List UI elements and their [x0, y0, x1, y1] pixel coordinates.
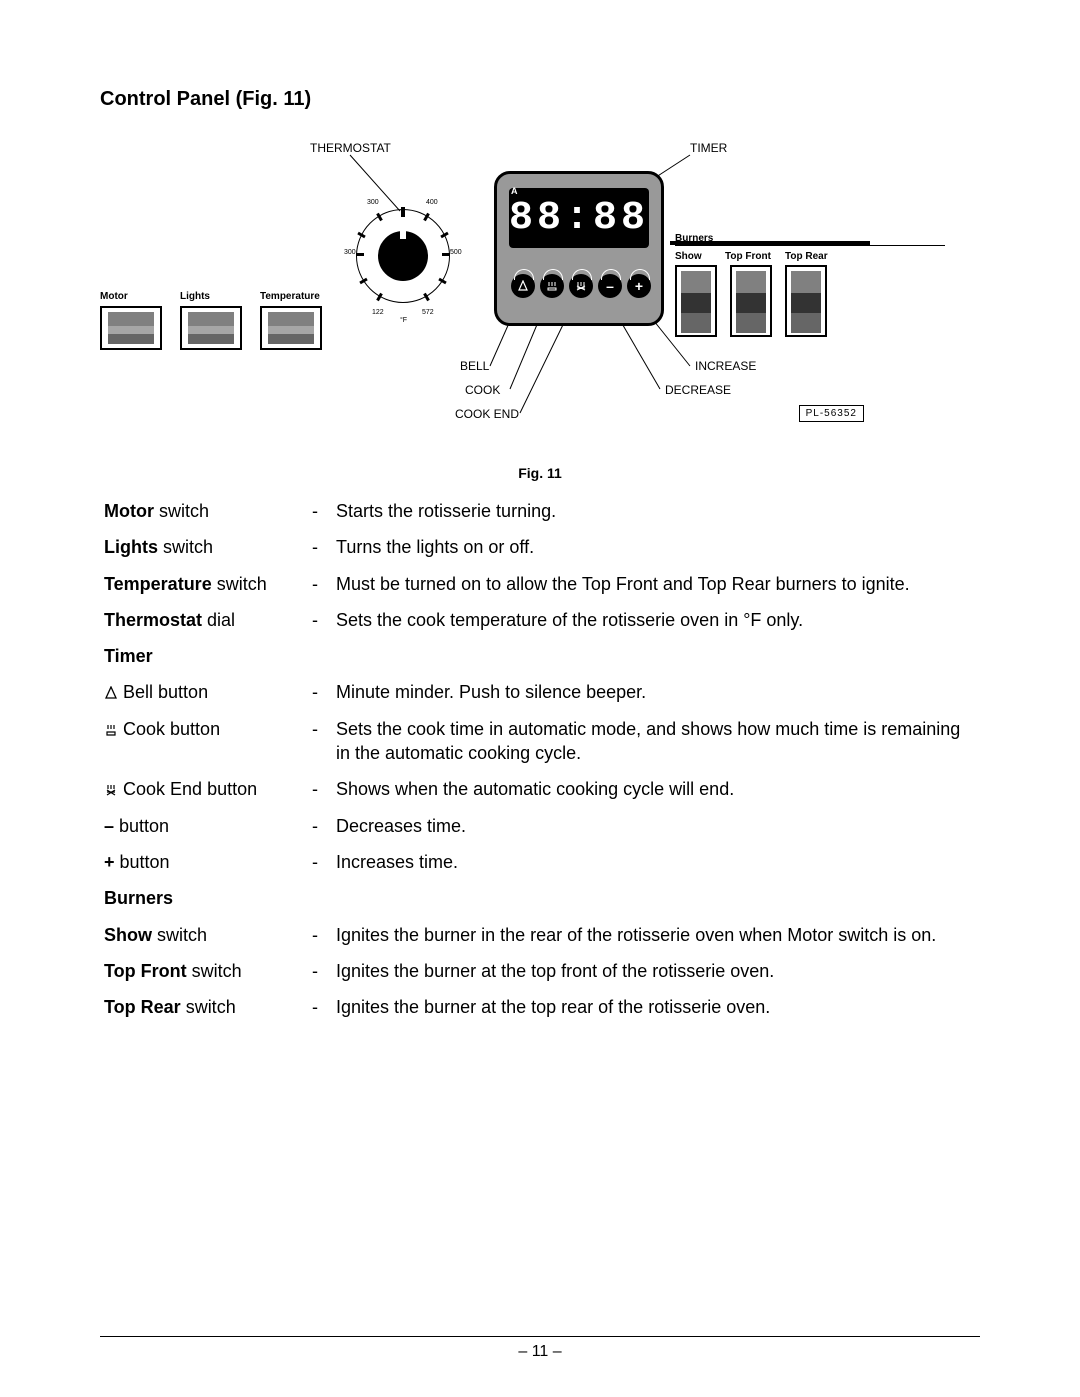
table-row: Timer	[100, 638, 980, 674]
label-A: A	[511, 186, 518, 196]
dial-572: 572	[422, 309, 434, 316]
page: Control Panel (Fig. 11) THERMOSTAT TIMER…	[0, 0, 1080, 1397]
table-row: Lights switch - Turns the lights on or o…	[100, 529, 980, 565]
temperature-switch[interactable]	[260, 306, 322, 350]
dial-500: 500	[450, 249, 462, 256]
cookend-icon	[104, 783, 118, 797]
bell-icon	[517, 280, 529, 292]
pl-code: PL-56352	[799, 405, 864, 422]
footer-rule	[100, 1336, 980, 1337]
label-temperature: Temperature	[260, 291, 320, 302]
table-row: Temperature switch - Must be turned on t…	[100, 566, 980, 602]
table-row: Cook End button - Shows when the automat…	[100, 771, 980, 807]
motor-switch[interactable]	[100, 306, 162, 350]
figure-caption: Fig. 11	[100, 465, 980, 481]
timer-display: 88:88	[509, 188, 649, 248]
dial-300a: 300	[367, 199, 379, 206]
table-row: Burners	[100, 880, 980, 916]
dial-degF: °F	[400, 317, 407, 324]
label-decrease: DECREASE	[665, 383, 731, 397]
show-switch[interactable]	[675, 265, 717, 337]
table-row: – button - Decreases time.	[100, 808, 980, 844]
cook-icon	[546, 280, 558, 292]
thermostat-dial[interactable]	[348, 201, 458, 311]
label-cookend: COOK END	[455, 407, 519, 421]
table-row: Top Front switch - Ignites the burner at…	[100, 953, 980, 989]
dial-300b: 300	[344, 249, 356, 256]
label-lights: Lights	[180, 291, 210, 302]
topfront-switch[interactable]	[730, 265, 772, 337]
page-number: – 11 –	[0, 1343, 1080, 1361]
figure-11: THERMOSTAT TIMER Motor Lights Temperatur…	[100, 141, 980, 461]
toprear-switch[interactable]	[785, 265, 827, 337]
cookend-icon	[575, 280, 587, 292]
label-motor: Motor	[100, 291, 128, 302]
bell-icon	[104, 686, 118, 700]
table-row: Bell button - Minute minder. Push to sil…	[100, 674, 980, 710]
label-bell: BELL	[460, 359, 489, 373]
dial-122: 122	[372, 309, 384, 316]
table-row: Cook button - Sets the cook time in auto…	[100, 711, 980, 772]
label-toprear: Top Rear	[785, 251, 828, 262]
label-show: Show	[675, 251, 702, 262]
timer-unit: 88:88 A – +	[494, 171, 664, 326]
label-topfront: Top Front	[725, 251, 771, 262]
label-thermostat: THERMOSTAT	[310, 141, 391, 155]
table-row: Thermostat dial - Sets the cook temperat…	[100, 602, 980, 638]
label-timer: TIMER	[690, 141, 727, 155]
table-row: Top Rear switch - Ignites the burner at …	[100, 989, 980, 1025]
label-cook: COOK	[465, 383, 500, 397]
cook-icon	[104, 723, 118, 737]
description-table: Motor switch - Starts the rotisserie tur…	[100, 493, 980, 1025]
dial-400: 400	[426, 199, 438, 206]
section-heading: Control Panel (Fig. 11)	[100, 88, 980, 111]
table-row: + button - Increases time.	[100, 844, 980, 880]
label-increase: INCREASE	[695, 359, 756, 373]
table-row: Show switch - Ignites the burner in the …	[100, 917, 980, 953]
table-row: Motor switch - Starts the rotisserie tur…	[100, 493, 980, 529]
lights-switch[interactable]	[180, 306, 242, 350]
